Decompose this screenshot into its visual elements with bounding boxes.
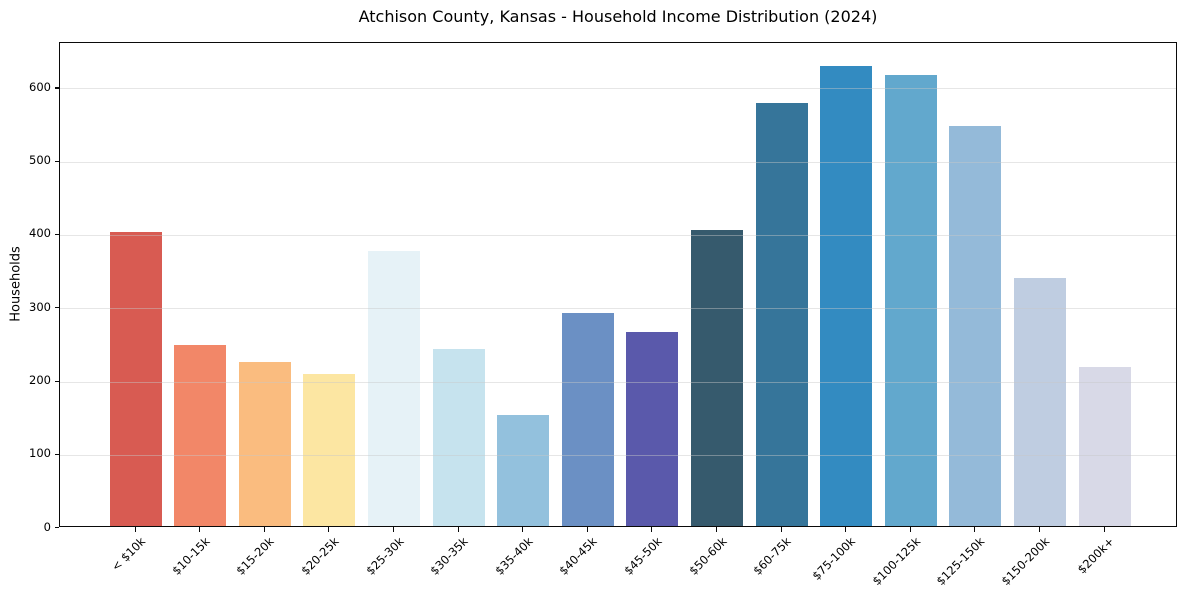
y-tick-mark-500 bbox=[55, 160, 59, 162]
x-tick-label-13: $125-150k bbox=[933, 534, 988, 589]
chart-bar--60-75k bbox=[755, 102, 808, 526]
chart-bar--20-25k bbox=[303, 373, 356, 526]
x-tick-mark-15 bbox=[1103, 527, 1105, 532]
y-tick-mark-100 bbox=[55, 453, 59, 455]
y-tick-label-500: 500 bbox=[29, 153, 51, 168]
x-tick-label-12: $100-125k bbox=[869, 534, 923, 589]
chart-bar--45-50k bbox=[626, 331, 679, 526]
chart-bar--40-45k bbox=[561, 312, 614, 526]
x-tick-label-1: $10-15k bbox=[168, 534, 213, 578]
gridline-y-400 bbox=[60, 234, 1176, 236]
y-tick-mark-600 bbox=[55, 87, 59, 89]
x-tick-label-6: $35-40k bbox=[491, 534, 536, 578]
x-tick-mark-9 bbox=[715, 527, 718, 532]
x-tick-label-14: $150-200k bbox=[998, 534, 1053, 589]
chart-title: Atchison County, Kansas - Household Inco… bbox=[358, 7, 878, 26]
y-tick-mark-400 bbox=[55, 233, 59, 236]
y-tick-label-300: 300 bbox=[29, 299, 51, 314]
x-tick-label-7: $40-45k bbox=[556, 534, 600, 578]
y-tick-label-600: 600 bbox=[29, 79, 51, 94]
x-tick-mark-0 bbox=[134, 527, 136, 532]
x-tick-label-15: $200k+ bbox=[1074, 534, 1117, 577]
gridline-y-200 bbox=[60, 381, 1176, 383]
chart-bar--125-150k bbox=[949, 126, 1002, 526]
y-tick-mark-200 bbox=[55, 380, 59, 382]
x-tick-mark-11 bbox=[845, 527, 847, 532]
y-tick-label-200: 200 bbox=[29, 373, 51, 387]
x-tick-label-5: $30-35k bbox=[427, 534, 471, 578]
x-tick-mark-14 bbox=[1038, 527, 1041, 532]
x-tick-label-9: $50-60k bbox=[685, 534, 730, 578]
gridline-y-600 bbox=[60, 88, 1176, 90]
x-tick-mark-8 bbox=[651, 527, 653, 532]
x-tick-mark-13 bbox=[974, 527, 976, 532]
y-tick-mark-300 bbox=[55, 307, 59, 309]
x-tick-label-11: $75-100k bbox=[809, 534, 859, 583]
chart-bar--150-200k bbox=[1013, 278, 1066, 526]
x-tick-mark-6 bbox=[522, 527, 524, 532]
chart-bar--15-20k bbox=[238, 361, 291, 526]
x-tick-mark-10 bbox=[780, 527, 782, 532]
x-tick-mark-7 bbox=[586, 527, 588, 532]
x-tick-mark-1 bbox=[199, 527, 201, 532]
plot-area bbox=[59, 42, 1177, 527]
y-tick-mark-0 bbox=[55, 527, 59, 529]
gridline-y-300 bbox=[60, 308, 1176, 310]
x-tick-mark-12 bbox=[909, 527, 911, 532]
gridline-y-100 bbox=[60, 454, 1176, 456]
x-tick-label-4: $25-30k bbox=[362, 534, 407, 578]
x-tick-label-8: $45-50k bbox=[621, 534, 665, 578]
x-tick-label-0: < $10k bbox=[108, 534, 148, 574]
chart-bar--25-30k bbox=[367, 250, 420, 526]
chart-bar--35-40k bbox=[497, 414, 550, 526]
chart-bar--50-60k bbox=[690, 230, 743, 526]
chart-bar--200k+ bbox=[1078, 367, 1131, 526]
x-tick-mark-2 bbox=[263, 527, 265, 532]
y-tick-label-400: 400 bbox=[29, 226, 51, 241]
chart-bar--30-35k bbox=[432, 349, 485, 526]
chart-bar--100-125k bbox=[884, 74, 937, 526]
gridline-y-500 bbox=[60, 161, 1176, 163]
x-tick-mark-5 bbox=[457, 527, 459, 532]
x-tick-mark-4 bbox=[392, 527, 395, 532]
chart-bar--75-100k bbox=[820, 65, 873, 526]
chart-bar--10k bbox=[109, 231, 162, 526]
x-tick-label-2: $15-20k bbox=[233, 534, 277, 578]
chart-bar--10-15k bbox=[174, 345, 227, 526]
x-tick-label-3: $20-25k bbox=[298, 534, 342, 578]
x-tick-label-10: $60-75k bbox=[750, 534, 794, 578]
x-tick-mark-3 bbox=[328, 527, 330, 532]
y-tick-label-0: 0 bbox=[43, 519, 51, 534]
y-tick-label-100: 100 bbox=[29, 446, 51, 461]
